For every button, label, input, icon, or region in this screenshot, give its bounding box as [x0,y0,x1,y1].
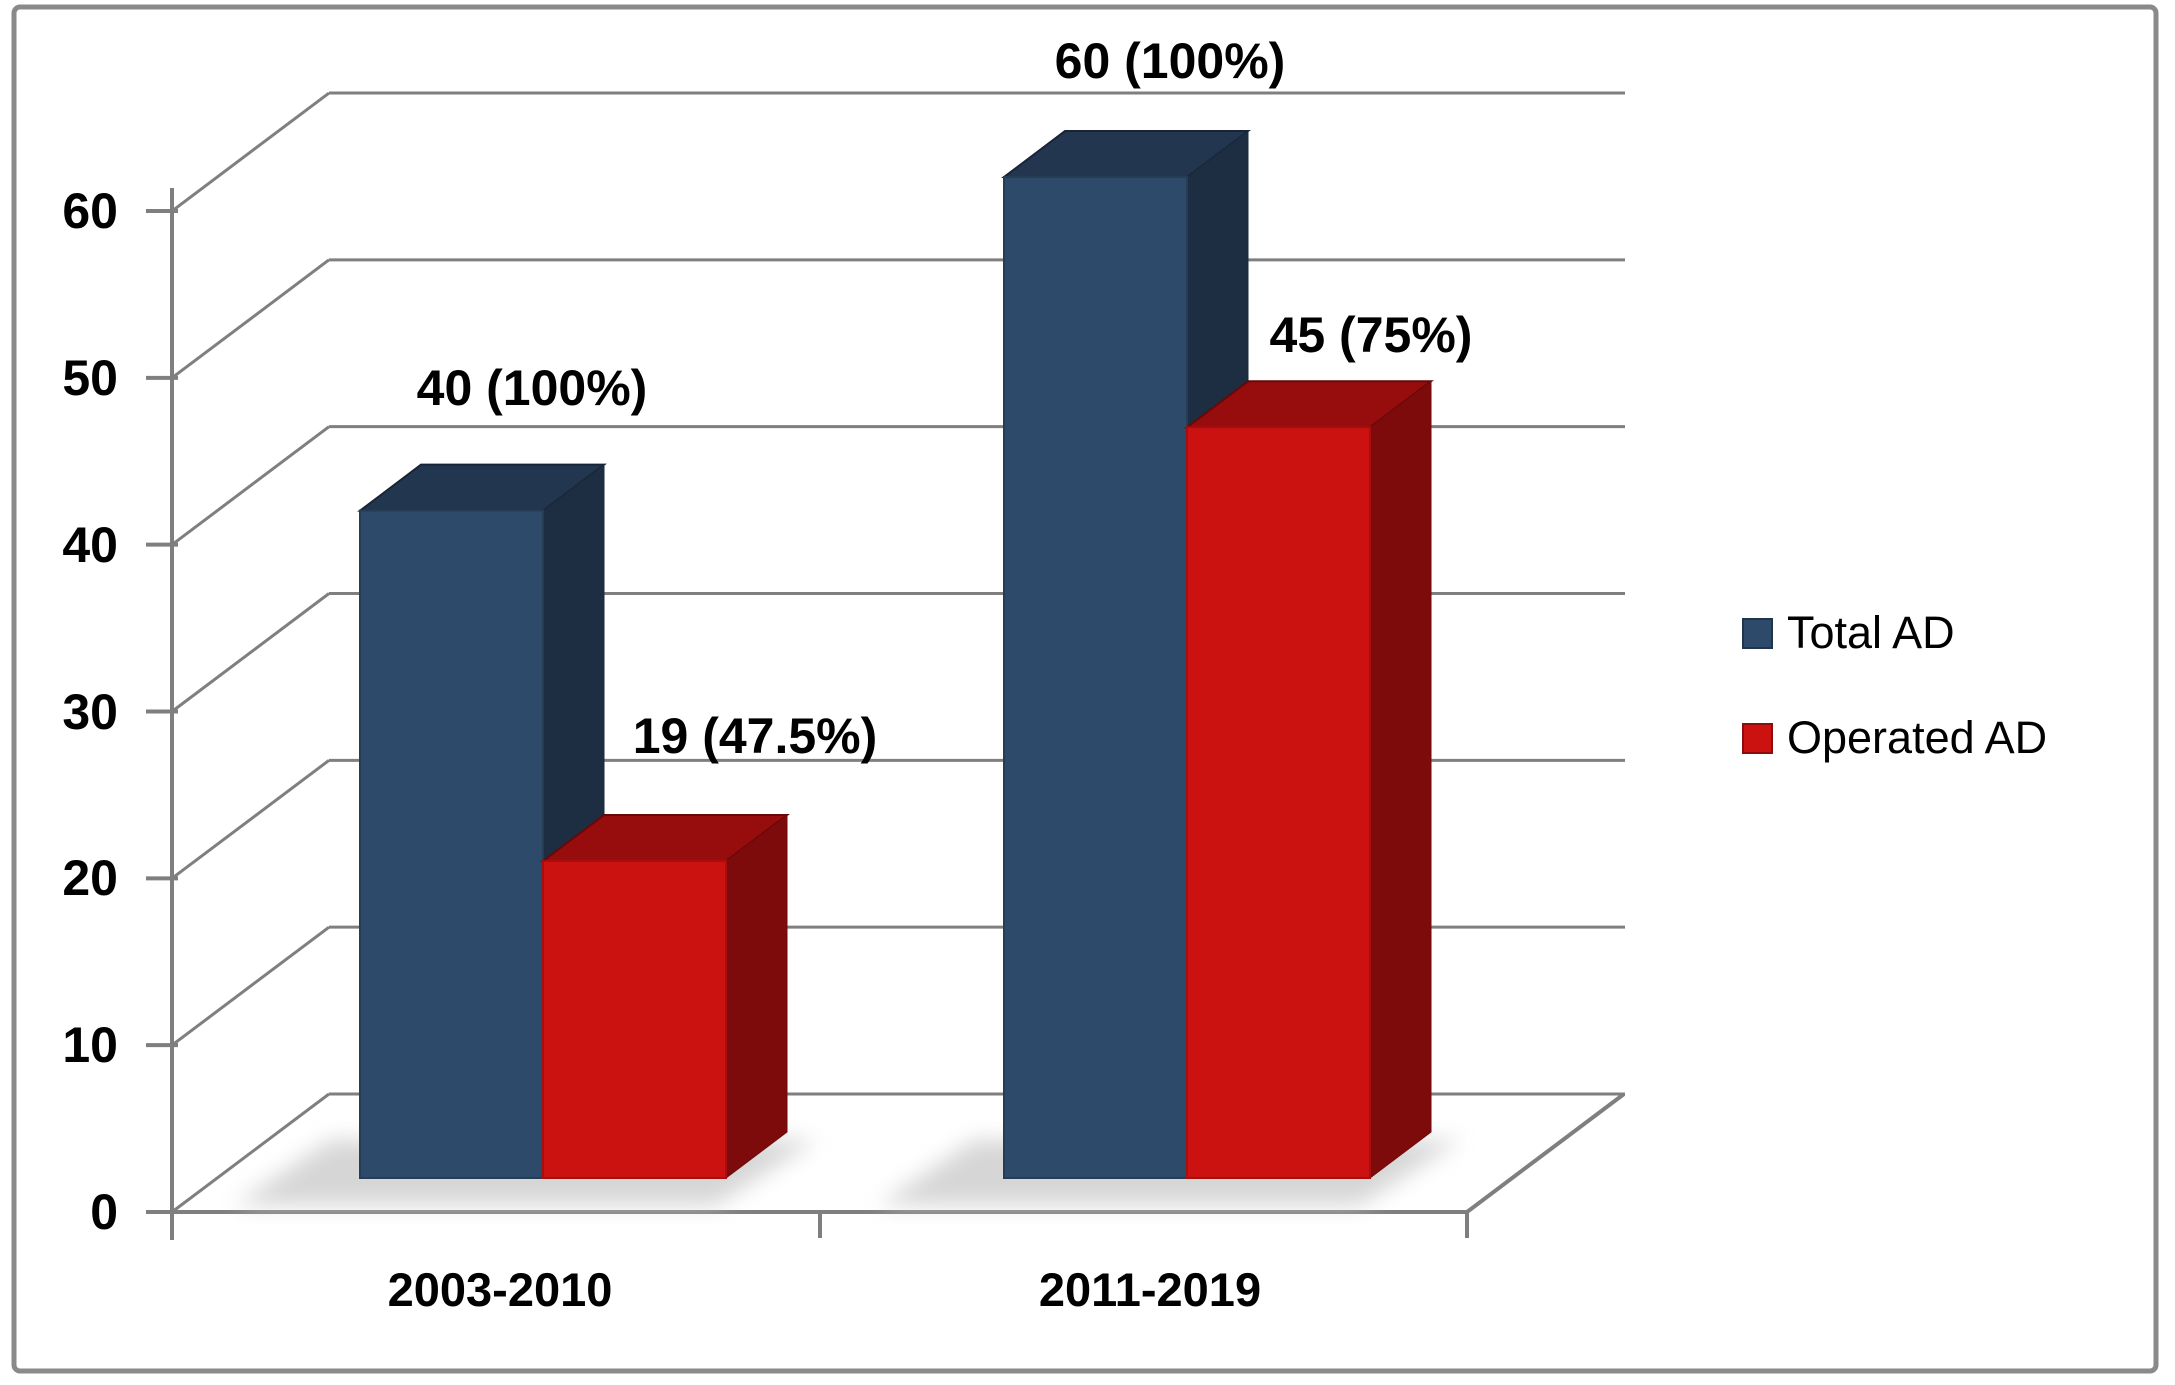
y-axis-tick-label: 10 [62,1017,118,1073]
y-axis-tick-label: 30 [62,684,118,740]
gridline-diagonal [171,1092,330,1214]
bar-data-label: 40 (100%) [416,360,648,416]
x-axis-category-label: 2011-2019 [1038,1263,1262,1316]
y-axis-tick-label: 20 [62,850,118,906]
legend-swatch-operated-ad [1742,722,1773,754]
gridline-diagonal [171,925,330,1047]
bar-front-face [359,509,544,1179]
x-axis-category-label: 2003-2010 [387,1263,613,1316]
gridline-diagonal [171,592,330,713]
legend-item-total-ad: Total AD [1742,607,2047,659]
y-axis-tick-label: 50 [62,350,118,406]
bar-total-ad-2003-2010 [357,463,607,1180]
legend: Total AD Operated AD [1742,607,2047,764]
bar-side-face [1369,380,1432,1180]
gridline-diagonal [171,425,330,546]
gridline-diagonal [171,91,330,213]
gridline-diagonal [171,759,330,880]
bar-operated-ad-2003-2010 [540,814,790,1180]
bar-data-label: 45 (75%) [1269,307,1473,363]
frame-border [11,4,2159,1374]
bar-data-label: 60 (100%) [1054,33,1286,89]
y-axis-tick-label: 0 [90,1184,118,1240]
legend-item-operated-ad: Operated AD [1742,712,2047,764]
axes [146,188,1626,1240]
bar-operated-ad-2011-2019 [1184,380,1434,1180]
legend-swatch-total-ad [1742,617,1773,649]
legend-label-operated-ad: Operated AD [1787,712,2048,763]
bar-side-face [725,814,788,1180]
y-axis-tick-label: 40 [62,517,118,573]
floor-right-edge [1465,1092,1626,1214]
legend-label-total-ad: Total AD [1787,607,1955,658]
bar-data-label: 19 (47.5%) [632,708,878,764]
gridline-diagonal [171,258,330,380]
bar-front-face [1186,426,1371,1179]
bar-front-face [542,860,727,1179]
y-axis-tick-label: 60 [62,183,118,239]
